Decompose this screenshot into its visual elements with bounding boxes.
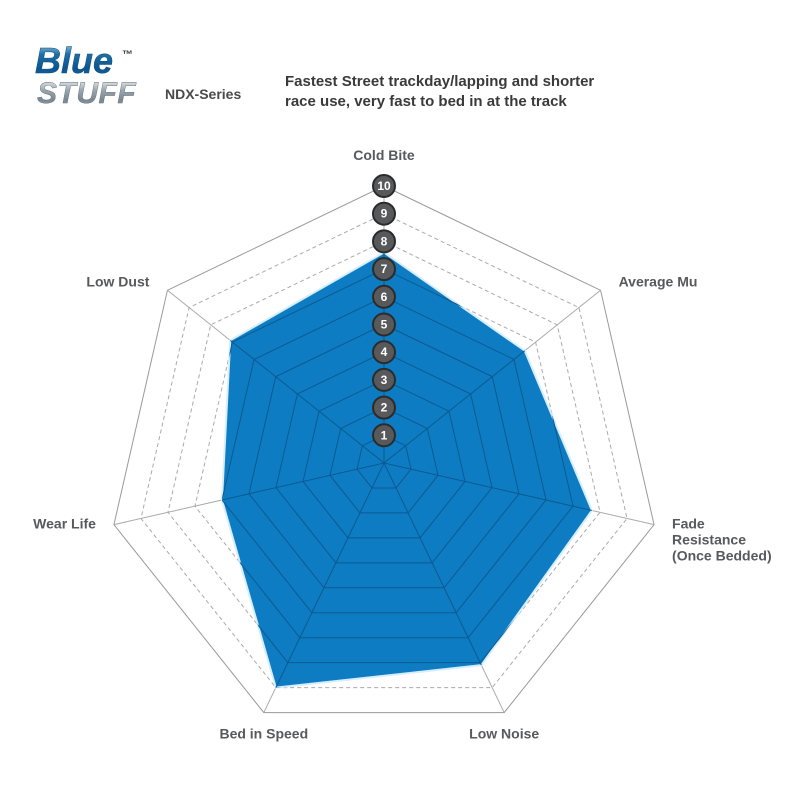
svg-text:Wear Life: Wear Life bbox=[33, 516, 96, 532]
svg-text:Low Dust: Low Dust bbox=[86, 273, 149, 289]
svg-text:8: 8 bbox=[381, 234, 388, 248]
svg-text:9: 9 bbox=[381, 207, 388, 221]
svg-text:Resistance: Resistance bbox=[672, 532, 746, 548]
svg-text:race use, very fast to bed in: race use, very fast to bed in at the tra… bbox=[285, 93, 567, 110]
svg-text:Fade: Fade bbox=[672, 516, 705, 532]
svg-text:™: ™ bbox=[122, 49, 133, 61]
svg-text:7: 7 bbox=[381, 262, 388, 276]
svg-text:Bed in Speed: Bed in Speed bbox=[219, 726, 308, 742]
svg-text:5: 5 bbox=[381, 318, 388, 332]
svg-text:Low Noise: Low Noise bbox=[469, 726, 539, 742]
svg-text:STUFF: STUFF bbox=[37, 77, 136, 110]
svg-text:2: 2 bbox=[381, 401, 388, 415]
svg-text:6: 6 bbox=[381, 290, 388, 304]
svg-text:4: 4 bbox=[381, 345, 388, 359]
svg-text:Average Mu: Average Mu bbox=[619, 273, 698, 289]
svg-text:10: 10 bbox=[377, 179, 391, 193]
svg-text:(Once Bedded): (Once Bedded) bbox=[672, 548, 772, 564]
svg-text:NDX-Series: NDX-Series bbox=[165, 86, 241, 102]
svg-text:Blue: Blue bbox=[35, 40, 113, 81]
svg-text:Cold Bite: Cold Bite bbox=[353, 147, 415, 163]
svg-text:3: 3 bbox=[381, 373, 388, 387]
svg-text:Fastest Street trackday/lappin: Fastest Street trackday/lapping and shor… bbox=[285, 73, 594, 90]
svg-text:1: 1 bbox=[381, 428, 388, 442]
